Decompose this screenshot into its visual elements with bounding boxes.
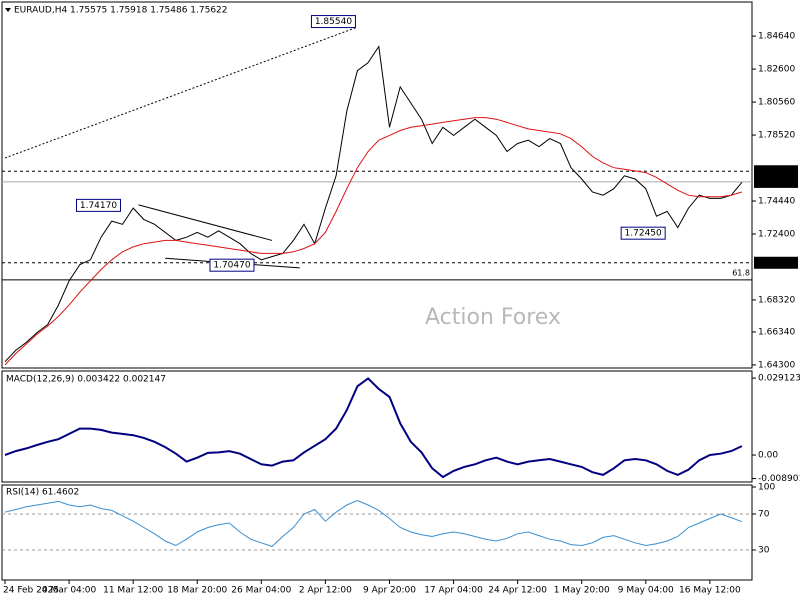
series-line — [4, 499, 743, 547]
y-tick-label: 1.68320 — [758, 295, 795, 305]
series-line — [4, 45, 743, 363]
level-label: 1.70620 — [758, 258, 795, 268]
level-label: 1.75622 — [758, 177, 795, 187]
x-tick-label: 11 Mar 12:00 — [103, 586, 163, 596]
y-tick-label: 30 — [758, 546, 770, 556]
y-tick-label: -0.008901 — [758, 474, 800, 484]
y-tick-label: 1.80560 — [758, 98, 795, 108]
annotation-label: 1.72450 — [625, 229, 662, 239]
y-tick-label: 1.78520 — [758, 131, 795, 141]
annotation-label: 1.85540 — [315, 17, 352, 27]
x-tick-label: 1 May 20:00 — [554, 586, 610, 596]
x-tick-label: 4 Mar 04:00 — [42, 586, 97, 596]
level-label-bg — [754, 175, 798, 188]
x-tick-label: 16 May 12:00 — [679, 586, 741, 596]
y-tick-label: 1.74440 — [758, 197, 795, 207]
x-tick-label: 24 Apr 12:00 — [488, 586, 547, 596]
series-line — [4, 377, 743, 479]
x-tick-label: 24 Feb 2025 — [3, 586, 59, 596]
annotation-box — [310, 15, 356, 29]
annotation-box — [209, 258, 255, 272]
y-tick-label: 1.72400 — [758, 229, 795, 239]
macd-pane — [1, 370, 753, 483]
level-label: 1.76280 — [758, 167, 795, 177]
trend-line — [138, 204, 273, 241]
annotation-box — [75, 198, 121, 212]
main-pane — [1, 1, 753, 369]
y-tick-label: 70 — [758, 509, 770, 519]
series-line — [4, 117, 743, 366]
level-label-bg — [754, 165, 798, 178]
annotation-label: 1.70470 — [213, 261, 250, 271]
x-tick-label: 18 Mar 20:00 — [167, 586, 227, 596]
rsi-title: RSI(14) 61.4602 — [6, 488, 79, 498]
x-tick-label: 17 Apr 04:00 — [424, 586, 483, 596]
fib-label: 61.8 — [732, 268, 750, 277]
macd-title: MACD(12,26,9) 0.003422 0.002147 — [6, 375, 166, 385]
watermark: Action Forex — [425, 305, 561, 330]
x-tick-label: 9 May 04:00 — [618, 586, 674, 596]
y-tick-label: 1.84640 — [758, 32, 795, 42]
annotation-label: 1.74170 — [80, 201, 117, 211]
x-tick-label: 26 Mar 04:00 — [231, 586, 291, 596]
menu-arrow — [5, 8, 11, 12]
y-tick-label: 0.00 — [758, 451, 778, 461]
level-label-bg — [754, 256, 798, 269]
y-tick-label: 1.64300 — [758, 360, 795, 370]
chart-title: EURAUD,H4 1.75575 1.75918 1.75486 1.7562… — [14, 6, 228, 16]
y-tick-label: 0.029123 — [758, 374, 800, 384]
x-tick-label: 2 Apr 12:00 — [299, 586, 352, 596]
trend-line — [4, 26, 358, 159]
x-tick-label: 9 Apr 20:00 — [363, 586, 416, 596]
y-tick-label: 100 — [758, 482, 775, 492]
annotation-box — [620, 226, 666, 240]
y-tick-label: 1.82600 — [758, 65, 795, 75]
rsi-pane — [1, 484, 753, 581]
y-tick-label: 1.66340 — [758, 327, 795, 337]
